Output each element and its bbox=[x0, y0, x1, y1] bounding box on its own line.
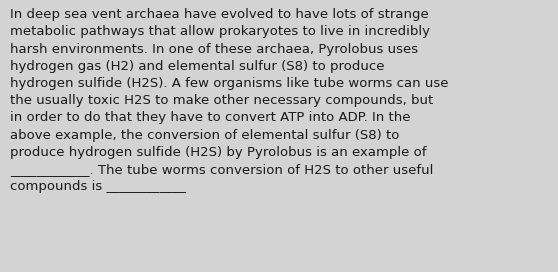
Text: In deep sea vent archaea have evolved to have lots of strange
metabolic pathways: In deep sea vent archaea have evolved to… bbox=[10, 8, 449, 193]
